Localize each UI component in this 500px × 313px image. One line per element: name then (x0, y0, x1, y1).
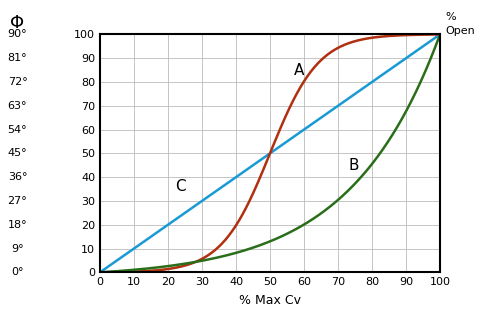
Text: 0°: 0° (11, 267, 24, 277)
Text: 90°: 90° (8, 29, 28, 39)
Text: 18°: 18° (8, 220, 28, 230)
Text: %: % (445, 12, 456, 22)
Text: C: C (175, 179, 186, 194)
Text: Φ: Φ (10, 14, 24, 33)
Text: 36°: 36° (8, 172, 27, 182)
Text: 54°: 54° (8, 125, 28, 135)
Text: B: B (348, 158, 358, 173)
Text: 63°: 63° (8, 101, 27, 111)
Text: 81°: 81° (8, 53, 28, 63)
Text: 45°: 45° (8, 148, 28, 158)
X-axis label: % Max Cv: % Max Cv (239, 294, 301, 307)
Text: Open: Open (445, 26, 475, 36)
Text: 72°: 72° (8, 77, 28, 87)
Text: 9°: 9° (11, 244, 24, 254)
Text: 27°: 27° (8, 196, 28, 206)
Text: A: A (294, 63, 304, 78)
